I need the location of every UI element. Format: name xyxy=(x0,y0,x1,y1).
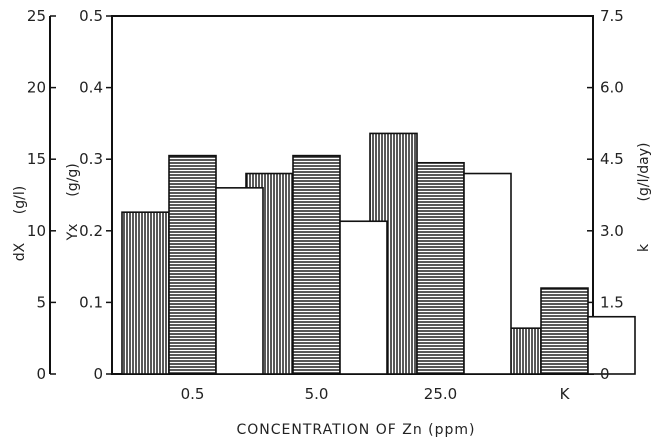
bar-plain-3 xyxy=(587,315,636,375)
right-tick-label: 3.0 xyxy=(600,222,624,240)
left-inner-tick-label: 0.5 xyxy=(79,7,103,25)
left-inner-axis-title-main: Yx xyxy=(65,224,81,242)
x-tick-label: 25.0 xyxy=(424,385,457,403)
x-axis-title: CONCENTRATION OF Zn (ppm) xyxy=(237,422,476,438)
bar-plain-2 xyxy=(463,172,512,375)
x-tick-label: 5.0 xyxy=(305,385,329,403)
left-outer-axis-title-unit: (g/l) xyxy=(12,186,28,214)
left-inner-tick-label: 0.1 xyxy=(79,293,103,311)
right-axis-title-main: k xyxy=(636,243,652,252)
bar-vertical-hatch-0 xyxy=(121,211,170,375)
left-outer-tick-label: 20 xyxy=(27,79,46,97)
left-inner-tick-label: 0.2 xyxy=(79,222,103,240)
left-outer-tick-label: 0 xyxy=(36,365,46,383)
right-tick-label: 0 xyxy=(600,365,610,383)
right-tick-label: 7.5 xyxy=(600,7,624,25)
bar-plain-1 xyxy=(339,220,388,375)
left-inner-tick-label: 0 xyxy=(93,365,103,383)
left-outer-tick-label: 5 xyxy=(36,293,46,311)
bar-horizontal-hatch-0 xyxy=(168,154,217,375)
right-axis-title-unit: (g/l/day) xyxy=(636,143,652,202)
left-outer-tick-label: 25 xyxy=(27,7,46,25)
left-outer-tick-label: 10 xyxy=(27,222,46,240)
left-inner-tick-label: 0.3 xyxy=(79,150,103,168)
labels-group: 0 5 10 15 20 25 0 0.1 0.2 0.3 0.4 0.5 0 1.5 3.0 4.5 6.0 7… xyxy=(27,7,624,403)
x-tick-label: 0.5 xyxy=(181,385,205,403)
bar-horizontal-hatch-3 xyxy=(540,287,589,375)
right-tick-label: 6.0 xyxy=(600,79,624,97)
bar-plain-0 xyxy=(215,187,264,375)
bar-horizontal-hatch-2 xyxy=(416,161,465,375)
left-inner-axis-title-unit: (g/g) xyxy=(65,163,81,196)
left-outer-axis-title-main: dX xyxy=(12,242,28,261)
right-tick-label: 4.5 xyxy=(600,150,624,168)
left-inner-tick-label: 0.4 xyxy=(79,79,103,97)
right-tick-label: 1.5 xyxy=(600,293,624,311)
bar-horizontal-hatch-1 xyxy=(292,154,341,375)
left-outer-tick-label: 15 xyxy=(27,150,46,168)
bars-group xyxy=(121,132,636,375)
x-tick-label: K xyxy=(560,385,571,403)
